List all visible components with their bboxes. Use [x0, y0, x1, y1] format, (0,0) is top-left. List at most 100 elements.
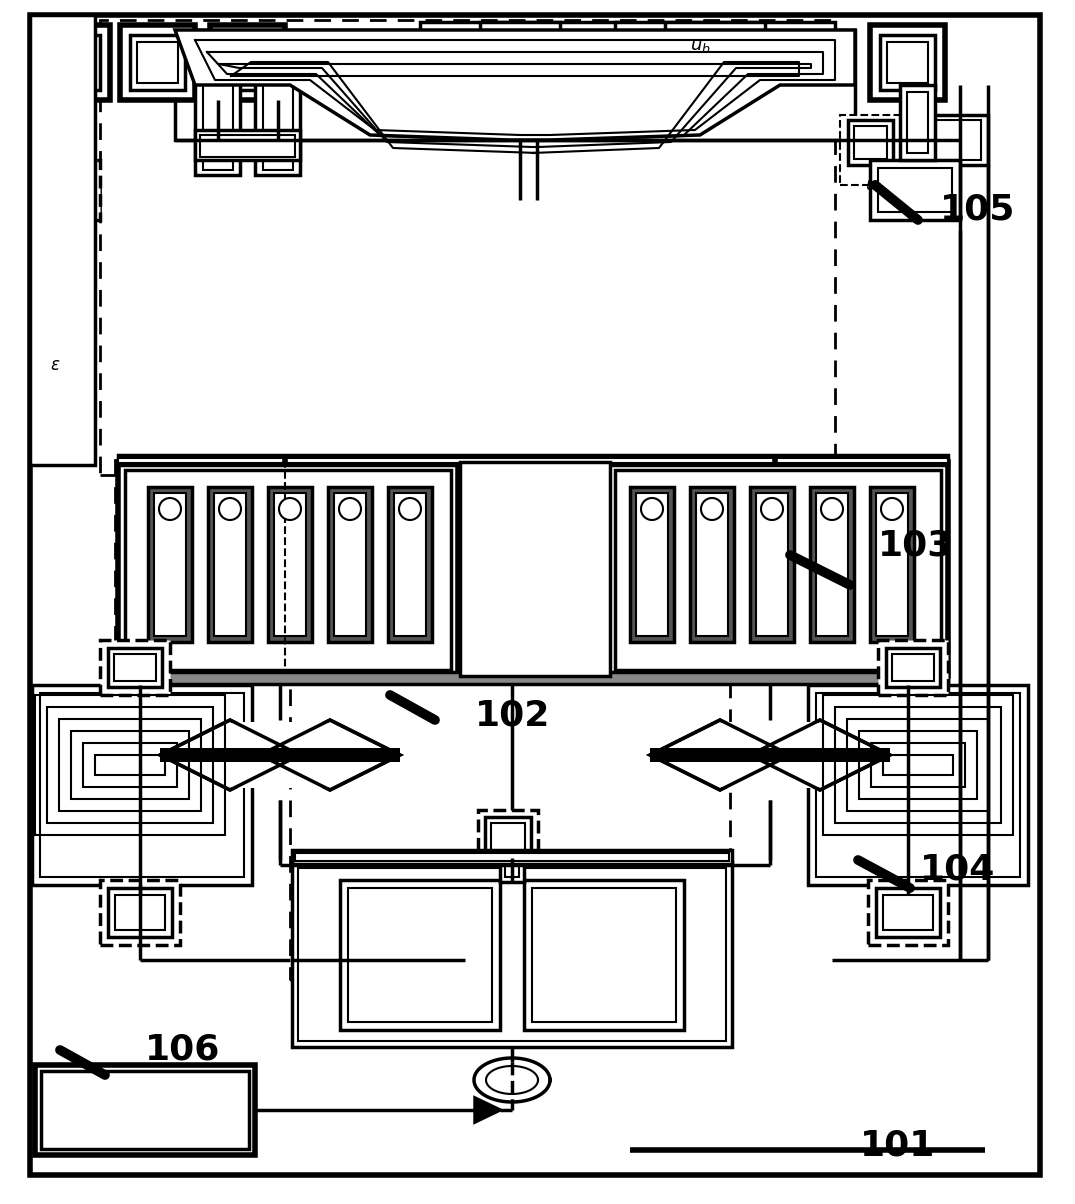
- Bar: [227, 42, 268, 83]
- Bar: [47, 252, 83, 288]
- Bar: [290, 580, 730, 980]
- Bar: [83, 743, 177, 787]
- Bar: [210, 25, 285, 100]
- Bar: [32, 685, 252, 885]
- Bar: [214, 492, 246, 636]
- Circle shape: [280, 498, 301, 520]
- Bar: [334, 492, 366, 636]
- Bar: [840, 116, 935, 185]
- Bar: [32, 309, 94, 411]
- Bar: [871, 743, 965, 787]
- Bar: [263, 79, 293, 170]
- Bar: [870, 25, 945, 100]
- Bar: [808, 685, 1028, 885]
- Bar: [876, 492, 908, 636]
- Bar: [835, 707, 1001, 824]
- Bar: [876, 889, 940, 937]
- Bar: [750, 486, 794, 642]
- Bar: [95, 755, 164, 775]
- Bar: [615, 22, 835, 77]
- Bar: [52, 256, 78, 283]
- Bar: [809, 486, 854, 642]
- Bar: [292, 850, 732, 864]
- Text: $u_b$: $u_b$: [689, 37, 711, 55]
- Bar: [115, 895, 164, 929]
- Bar: [137, 42, 178, 83]
- Bar: [608, 462, 948, 675]
- Bar: [854, 126, 887, 159]
- Bar: [880, 35, 935, 90]
- Bar: [630, 486, 674, 642]
- Bar: [108, 889, 172, 937]
- Bar: [47, 707, 213, 824]
- Bar: [40, 244, 90, 295]
- Text: 102: 102: [475, 698, 550, 732]
- Bar: [40, 160, 100, 220]
- Bar: [878, 641, 948, 695]
- Circle shape: [761, 498, 783, 520]
- Bar: [665, 22, 765, 42]
- Bar: [118, 462, 458, 675]
- Bar: [154, 492, 186, 636]
- Bar: [859, 731, 977, 799]
- Bar: [118, 455, 948, 465]
- Bar: [388, 486, 432, 642]
- Bar: [130, 35, 185, 90]
- Bar: [255, 75, 300, 175]
- Bar: [195, 130, 300, 160]
- Bar: [195, 75, 240, 175]
- Bar: [125, 470, 452, 669]
- Bar: [340, 880, 500, 1029]
- Bar: [491, 824, 525, 852]
- Bar: [274, 492, 306, 636]
- Bar: [148, 486, 192, 642]
- Bar: [115, 460, 825, 680]
- Circle shape: [701, 498, 723, 520]
- Bar: [348, 889, 492, 1022]
- Bar: [907, 92, 928, 153]
- Polygon shape: [175, 30, 855, 140]
- Polygon shape: [160, 720, 300, 790]
- Circle shape: [821, 498, 843, 520]
- Circle shape: [641, 498, 663, 520]
- Bar: [900, 85, 935, 160]
- Bar: [524, 880, 684, 1029]
- Bar: [100, 641, 170, 695]
- Bar: [108, 648, 162, 687]
- Bar: [30, 14, 95, 465]
- Bar: [292, 862, 732, 1047]
- Bar: [878, 169, 952, 212]
- Bar: [636, 492, 668, 636]
- Bar: [40, 694, 244, 877]
- Bar: [816, 492, 848, 636]
- Bar: [887, 42, 928, 83]
- Bar: [847, 719, 989, 811]
- Bar: [532, 889, 676, 1022]
- Bar: [883, 895, 933, 929]
- Bar: [420, 22, 620, 77]
- Bar: [478, 810, 538, 864]
- Polygon shape: [650, 720, 790, 790]
- Bar: [41, 1072, 249, 1149]
- Bar: [615, 470, 941, 669]
- Polygon shape: [750, 720, 890, 790]
- Bar: [816, 694, 1020, 877]
- Bar: [48, 169, 92, 212]
- Bar: [298, 868, 726, 1041]
- Circle shape: [882, 498, 903, 520]
- Bar: [35, 1066, 255, 1155]
- Bar: [870, 160, 960, 220]
- Bar: [120, 25, 195, 100]
- Bar: [848, 120, 893, 165]
- Bar: [100, 20, 835, 476]
- Bar: [54, 175, 86, 206]
- Bar: [35, 695, 225, 836]
- Bar: [328, 486, 372, 642]
- Text: 105: 105: [940, 193, 1016, 228]
- Bar: [485, 818, 531, 858]
- Circle shape: [339, 498, 361, 520]
- Bar: [100, 880, 180, 945]
- Bar: [45, 35, 100, 90]
- Bar: [886, 648, 940, 687]
- Bar: [756, 492, 788, 636]
